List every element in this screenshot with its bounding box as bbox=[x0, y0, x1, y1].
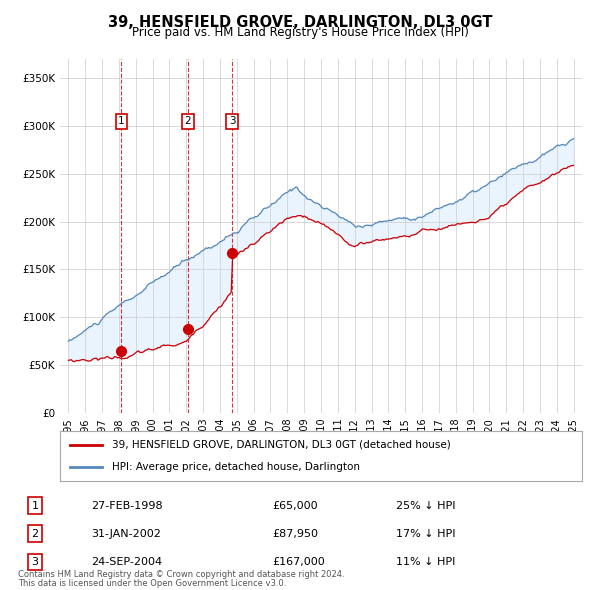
Text: 25% ↓ HPI: 25% ↓ HPI bbox=[396, 500, 455, 510]
Text: 2: 2 bbox=[184, 116, 191, 126]
Text: 39, HENSFIELD GROVE, DARLINGTON, DL3 0GT (detached house): 39, HENSFIELD GROVE, DARLINGTON, DL3 0GT… bbox=[112, 440, 451, 450]
Text: £87,950: £87,950 bbox=[272, 529, 318, 539]
Text: 24-SEP-2004: 24-SEP-2004 bbox=[91, 557, 163, 567]
Text: 1: 1 bbox=[118, 116, 125, 126]
Text: This data is licensed under the Open Government Licence v3.0.: This data is licensed under the Open Gov… bbox=[18, 579, 286, 588]
Text: £167,000: £167,000 bbox=[272, 557, 325, 567]
Text: 3: 3 bbox=[229, 116, 236, 126]
Text: 17% ↓ HPI: 17% ↓ HPI bbox=[396, 529, 455, 539]
Text: 11% ↓ HPI: 11% ↓ HPI bbox=[396, 557, 455, 567]
Text: 3: 3 bbox=[31, 557, 38, 567]
Text: 39, HENSFIELD GROVE, DARLINGTON, DL3 0GT: 39, HENSFIELD GROVE, DARLINGTON, DL3 0GT bbox=[108, 15, 492, 30]
Text: 31-JAN-2002: 31-JAN-2002 bbox=[91, 529, 161, 539]
Text: 2: 2 bbox=[31, 529, 38, 539]
Text: Price paid vs. HM Land Registry's House Price Index (HPI): Price paid vs. HM Land Registry's House … bbox=[131, 26, 469, 39]
Text: Contains HM Land Registry data © Crown copyright and database right 2024.: Contains HM Land Registry data © Crown c… bbox=[18, 570, 344, 579]
Text: 27-FEB-1998: 27-FEB-1998 bbox=[91, 500, 163, 510]
Text: £65,000: £65,000 bbox=[272, 500, 317, 510]
Text: HPI: Average price, detached house, Darlington: HPI: Average price, detached house, Darl… bbox=[112, 462, 360, 472]
Text: 1: 1 bbox=[31, 500, 38, 510]
